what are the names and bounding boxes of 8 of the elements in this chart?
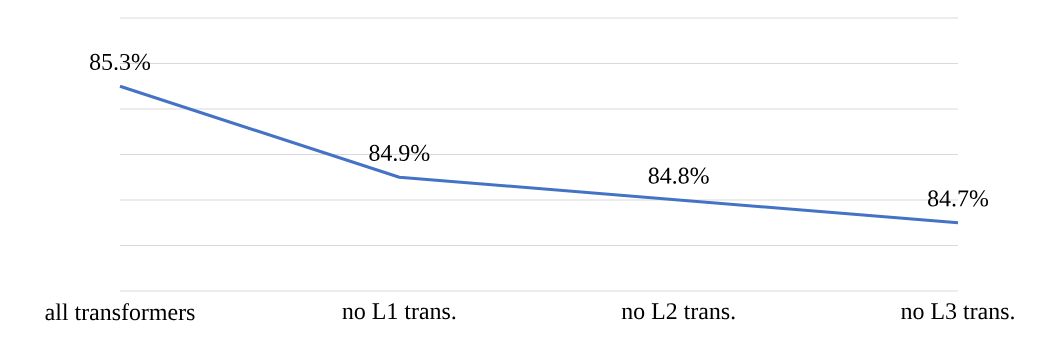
- x-tick-label: no L2 trans.: [621, 303, 735, 320]
- x-tick-label: no L1 trans.: [342, 303, 456, 320]
- x-tick-label: all transformers: [45, 303, 195, 321]
- data-label: 84.9%: [369, 144, 430, 162]
- data-label: 84.8%: [648, 167, 709, 184]
- data-label: 85.3%: [90, 53, 151, 71]
- data-label: 84.7%: [928, 190, 989, 207]
- x-tick-label: no L3 trans.: [901, 303, 1014, 320]
